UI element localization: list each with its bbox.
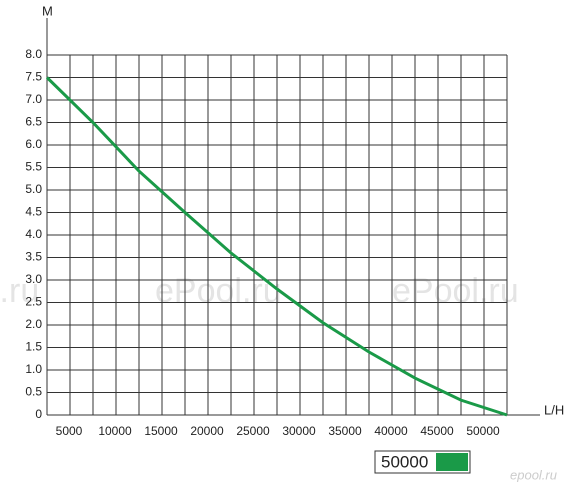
y-tick-label: 4.0: [25, 227, 42, 241]
legend-swatch: [436, 453, 468, 471]
x-tick-label: 5000: [56, 424, 83, 438]
x-tick-label: 25000: [236, 424, 270, 438]
y-tick-label: 6.0: [25, 137, 42, 151]
x-tick-label: 45000: [420, 424, 454, 438]
x-tick-label: 15000: [144, 424, 178, 438]
y-tick-label: 7.0: [25, 92, 42, 106]
y-tick-label: 1.0: [25, 362, 42, 376]
y-axis-label: M: [42, 3, 53, 18]
y-tick-label: 5.0: [25, 182, 42, 196]
x-tick-label: 10000: [98, 424, 132, 438]
y-tick-label: 0.5: [25, 385, 42, 399]
x-tick-label: 30000: [282, 424, 316, 438]
y-tick-label: 1.5: [25, 340, 42, 354]
y-tick-label: 7.5: [25, 70, 42, 84]
watermark: l.ru: [0, 272, 39, 310]
y-tick-label: 3.0: [25, 272, 42, 286]
y-tick-label: 4.5: [25, 205, 42, 219]
y-tick-label: 5.5: [25, 160, 42, 174]
x-tick-label: 50000: [466, 424, 500, 438]
legend-label: 50000: [381, 452, 428, 471]
y-tick-label: 2.5: [25, 295, 42, 309]
x-tick-label: 40000: [374, 424, 408, 438]
y-tick-label: 3.5: [25, 250, 42, 264]
y-tick-label: 2.0: [25, 317, 42, 331]
y-tick-label: 8.0: [25, 47, 42, 61]
watermark: epool.ru: [510, 467, 557, 482]
curve: [45, 76, 508, 417]
watermark: ePool.ru: [155, 272, 282, 310]
x-tick-label: 20000: [190, 424, 224, 438]
y-tick-label: 6.5: [25, 115, 42, 129]
watermark: ePool.ru: [392, 272, 519, 310]
x-tick-label: 35000: [328, 424, 362, 438]
x-axis-label: L/H: [544, 402, 564, 417]
y-tick-label: 0: [35, 407, 42, 421]
